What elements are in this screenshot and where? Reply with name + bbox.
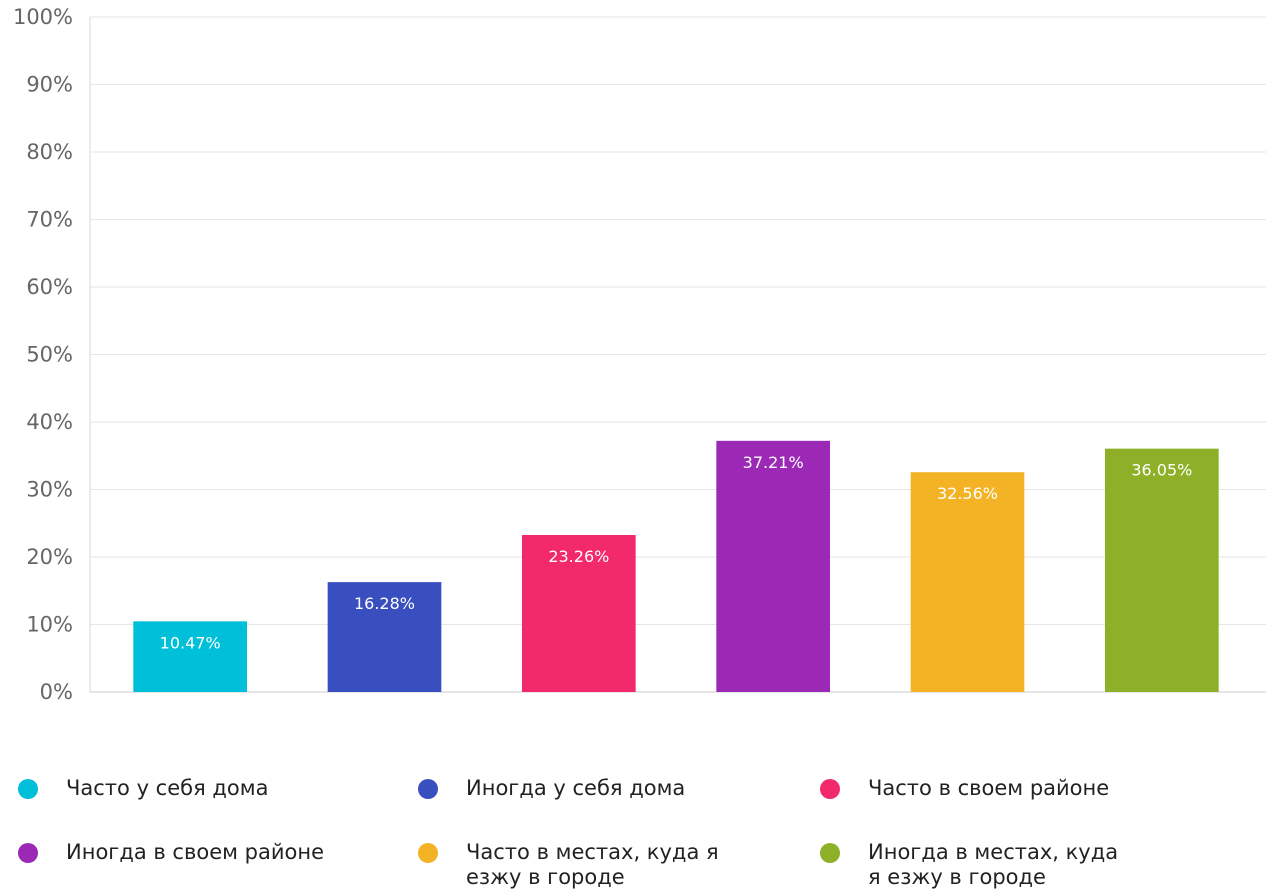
chart-plot: 0% 10% 20% 30% 40% 50% 60% 70% 80% 90% 100% 10.47% 1…	[13, 5, 1266, 704]
bar	[521, 534, 636, 692]
y-tick-label: 0%	[40, 680, 73, 704]
legend-label-line: Иногда у себя дома	[466, 776, 686, 800]
legend-label: Часто у себя дома	[66, 776, 268, 801]
y-tick-label: 90%	[26, 73, 73, 97]
bar	[1104, 448, 1219, 692]
chart-legend: Часто у себя дома Иногда у себя дома Часто…	[0, 760, 1266, 892]
legend-label-line: Часто в местах, куда я	[466, 840, 719, 864]
legend-swatch	[18, 843, 38, 863]
bar-value-label: 36.05%	[1131, 461, 1192, 480]
legend-item: Часто в местах, куда я езжу в городе	[418, 840, 719, 890]
legend-label: Часто в своем районе	[868, 776, 1109, 801]
legend-item: Часто в своем районе	[820, 776, 1109, 801]
legend-swatch	[820, 843, 840, 863]
legend-label: Иногда в местах, куда я езжу в городе	[868, 840, 1118, 890]
y-tick-label: 100%	[13, 5, 73, 29]
legend-item: Иногда в местах, куда я езжу в городе	[820, 840, 1118, 890]
legend-label-line: Иногда в своем районе	[66, 840, 324, 864]
bar-value-label: 37.21%	[743, 453, 804, 472]
legend-label: Часто в местах, куда я езжу в городе	[466, 840, 719, 890]
legend-swatch	[820, 779, 840, 799]
y-tick-label: 30%	[26, 478, 73, 502]
legend-label-line: Иногда в местах, куда	[868, 840, 1119, 864]
bar-value-label: 23.26%	[548, 547, 609, 566]
bar	[910, 472, 1025, 692]
legend-label-line: Часто в своем районе	[868, 776, 1110, 800]
legend-item: Иногда у себя дома	[418, 776, 685, 801]
bar-value-label: 16.28%	[354, 594, 415, 613]
legend-label-line: езжу в городе	[466, 865, 625, 889]
legend-swatch	[418, 779, 438, 799]
legend-item: Иногда в своем районе	[18, 840, 324, 865]
bar	[716, 440, 831, 692]
bar	[133, 621, 248, 692]
bar-value-label: 32.56%	[937, 484, 998, 503]
legend-label-line: я езжу в городе	[868, 865, 1046, 889]
y-tick-label: 70%	[26, 208, 73, 232]
legend-label: Иногда у себя дома	[466, 776, 685, 801]
legend-swatch	[418, 843, 438, 863]
y-tick-label: 40%	[26, 410, 73, 434]
bar	[327, 582, 442, 692]
y-tick-label: 10%	[26, 613, 73, 637]
y-tick-label: 80%	[26, 140, 73, 164]
legend-item: Часто у себя дома	[18, 776, 268, 801]
y-tick-label: 60%	[26, 275, 73, 299]
legend-label-line: Часто у себя дома	[66, 776, 269, 800]
legend-swatch	[18, 779, 38, 799]
legend-label: Иногда в своем районе	[66, 840, 324, 865]
y-tick-label: 50%	[26, 343, 73, 367]
y-tick-label: 20%	[26, 545, 73, 569]
bar-value-label: 10.47%	[160, 633, 221, 652]
